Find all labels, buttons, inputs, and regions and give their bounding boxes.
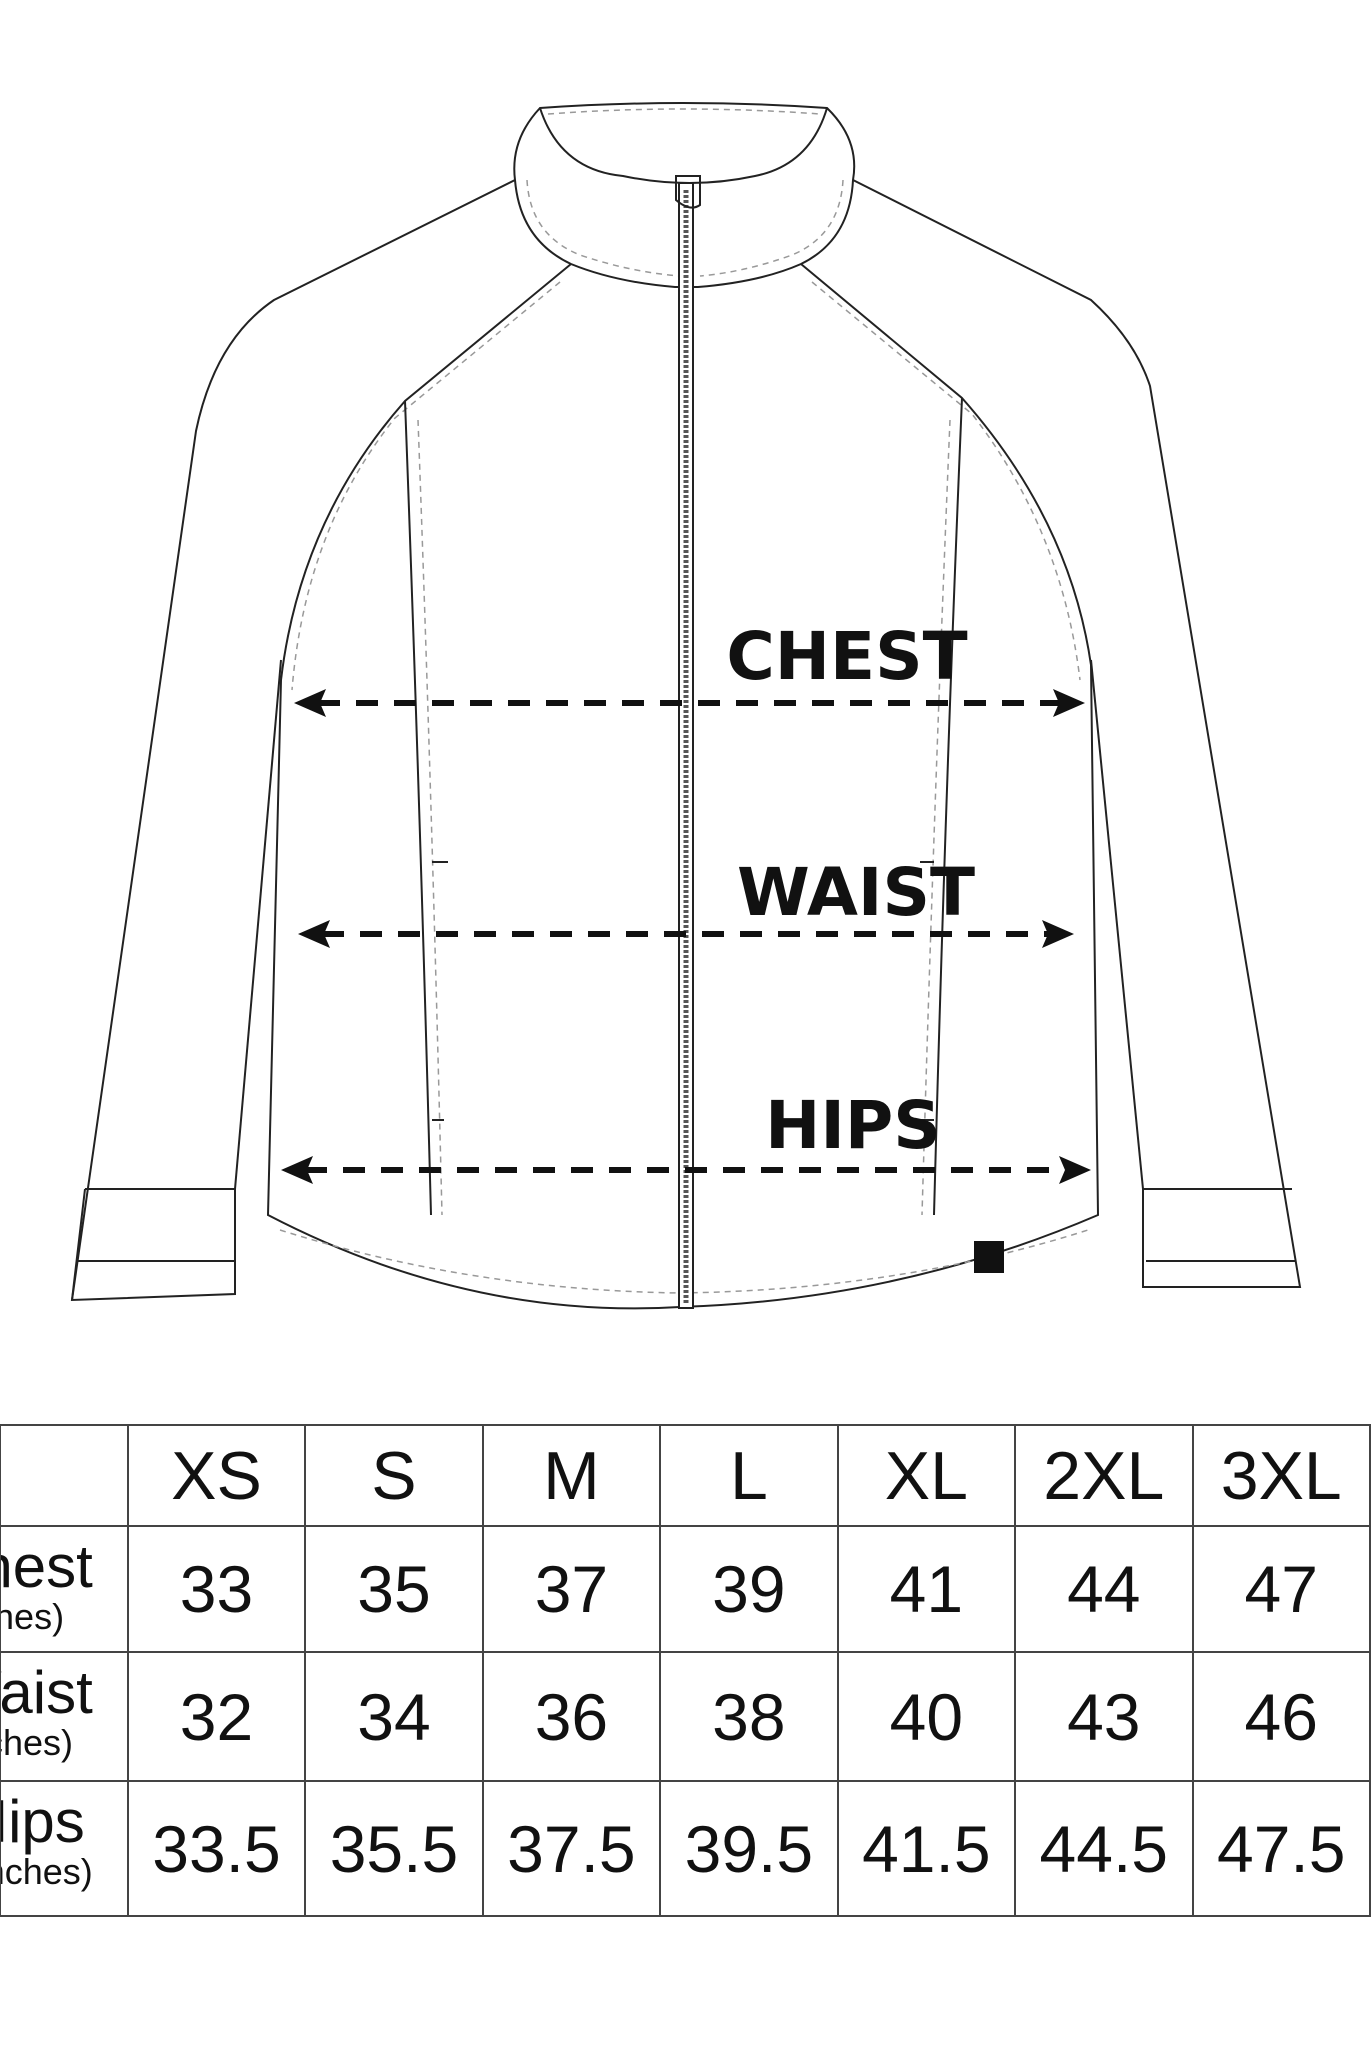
hips-label: HIPS [765,1087,941,1164]
waist-measurement-arrow [298,920,1074,948]
table-cell: 43 [1014,1651,1194,1782]
table-cell: 41 [836,1525,1017,1653]
size-header: XS [126,1424,307,1527]
size-header: 3XL [1191,1424,1371,1527]
table-row-chest: Chest(inches) 33 35 37 39 41 44 47 [0,1525,1371,1653]
table-cell: 38 [659,1651,839,1782]
size-header: 2XL [1014,1424,1194,1527]
table-cell: 39 [659,1525,839,1653]
table-cell: 39.5 [659,1780,839,1917]
row-label: Hips(inches) [0,1780,129,1917]
row-label-name: Waist [0,1659,93,1726]
table-cell: 47 [1191,1525,1371,1653]
row-label: Waist(inches) [0,1651,129,1782]
table-cell: 44 [1014,1525,1194,1653]
table-cell: 37.5 [481,1780,662,1917]
jacket-measurement-diagram: CHEST WAIST HIPS [70,102,1302,1310]
table-cell: 33 [126,1525,307,1653]
chest-measurement-arrow [294,689,1085,717]
table-cell: 36 [481,1651,662,1782]
size-header-row: XS S M L XL 2XL 3XL [0,1424,1371,1527]
table-cell: 44.5 [1014,1780,1194,1917]
table-cell: 34 [304,1651,484,1782]
hips-measurement-arrow [281,1156,1091,1184]
table-cell: 41.5 [836,1780,1017,1917]
size-header: M [481,1424,662,1527]
brand-label-patch [974,1241,1004,1273]
table-cell: 47.5 [1191,1780,1371,1917]
row-label: Chest(inches) [0,1525,129,1653]
table-cell: 37 [481,1525,662,1653]
row-label-name: Chest [2,1533,93,1600]
table-cell: 35.5 [304,1780,484,1917]
row-label-unit: (inches) [2,1851,93,1892]
row-label-unit: (inches) [0,1596,65,1637]
row-label-name: Hips [2,1788,85,1855]
size-header: S [304,1424,484,1527]
table-cell: 46 [1191,1651,1371,1782]
table-cell: 40 [836,1651,1017,1782]
waist-label: WAIST [737,854,975,931]
row-label-unit: (inches) [2,1722,74,1763]
size-chart-table: XS S M L XL 2XL 3XL Chest(inches) 33 35 … [0,1424,1371,1917]
table-cell: 33.5 [126,1780,307,1917]
table-cell: 32 [126,1651,307,1782]
size-header: L [659,1424,839,1527]
corner-cell [0,1424,129,1527]
zipper [675,175,701,1309]
table-row-waist: Waist(inches) 32 34 36 38 40 43 46 [0,1651,1371,1782]
size-header: XL [836,1424,1017,1527]
table-cell: 35 [304,1525,484,1653]
chest-label: CHEST [726,618,967,695]
table-row-hips: Hips(inches) 33.5 35.5 37.5 39.5 41.5 44… [0,1780,1371,1917]
